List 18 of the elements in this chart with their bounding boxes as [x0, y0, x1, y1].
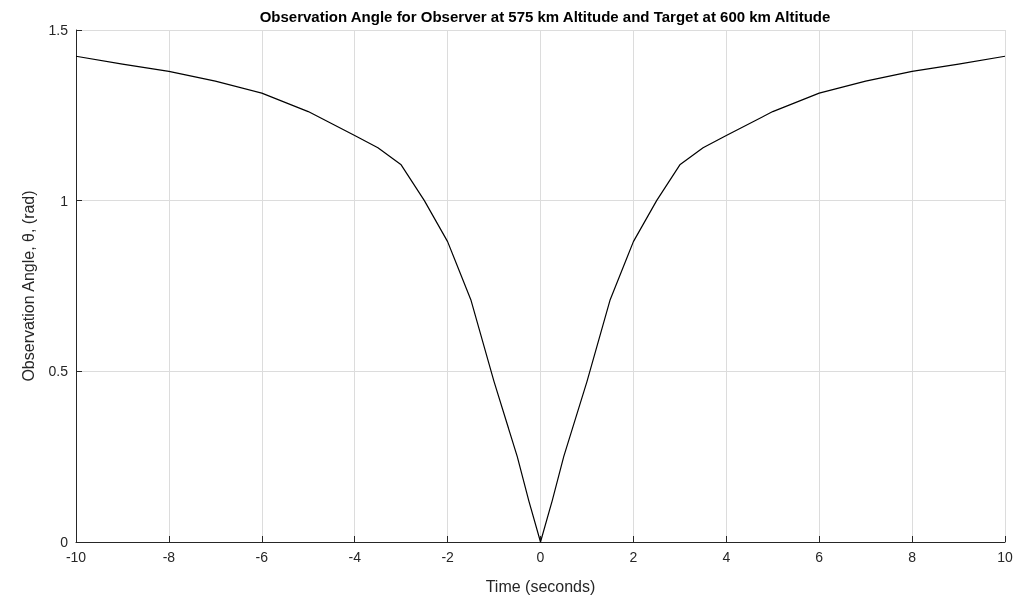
- x-tick-label: 0: [536, 549, 545, 565]
- x-tick-label: 6: [815, 549, 824, 565]
- y-axis-title: Observation Angle, θ, (rad): [19, 190, 37, 382]
- x-tick-label: -6: [255, 549, 269, 565]
- y-tick-label: 0.5: [48, 363, 69, 380]
- x-tick-label: -8: [162, 549, 176, 565]
- x-tick-label: 8: [908, 549, 917, 565]
- x-tick-label: -4: [348, 549, 362, 565]
- y-tick-label: 1.5: [48, 22, 69, 38]
- chart-title: Observation Angle for Observer at 575 km Altitude and Target at 600 km Altitude: [259, 8, 831, 25]
- y-tick-label: 1: [60, 192, 69, 209]
- x-tick-label: 4: [722, 549, 731, 565]
- x-tick-label: 10: [997, 549, 1013, 565]
- x-tick-label: -2: [441, 549, 455, 565]
- x-tick-label: 2: [629, 549, 638, 565]
- x-axis-title: Time (seconds): [485, 577, 596, 595]
- x-tick-label: -10: [65, 549, 87, 565]
- y-tick-label: 0: [60, 534, 69, 550]
